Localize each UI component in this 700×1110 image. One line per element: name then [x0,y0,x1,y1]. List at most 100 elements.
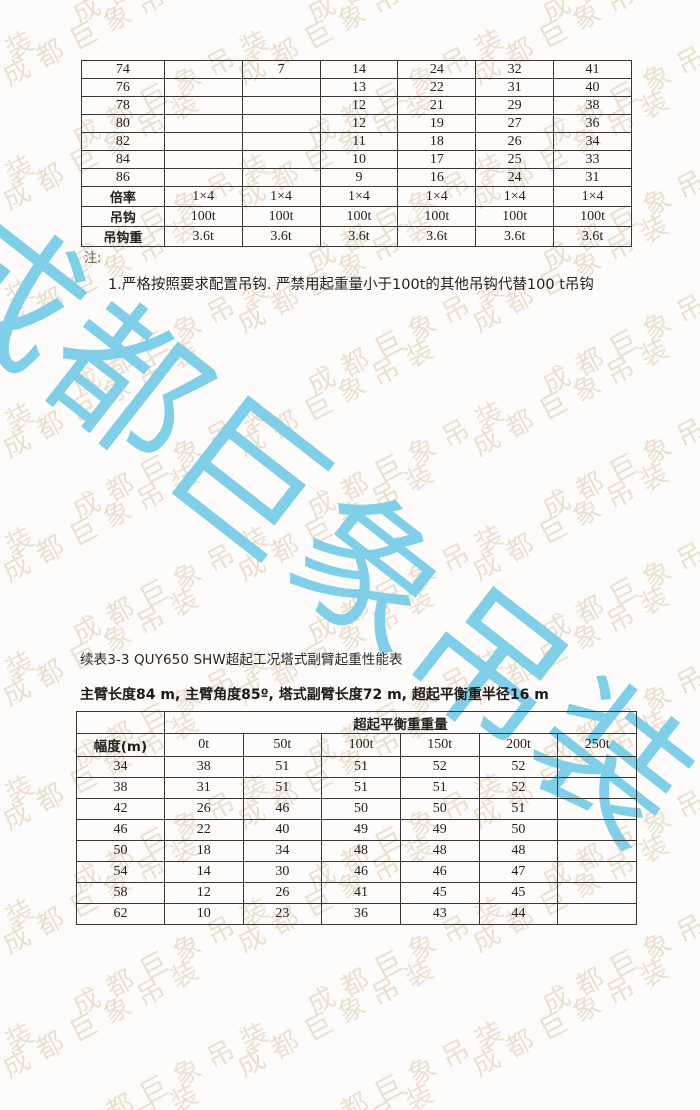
table-row: 84 10 17 25 33 [81,150,632,169]
superlift-radius-cell: 42 [76,798,165,820]
hook-cell: 1×4 [475,186,555,207]
superlift-capacity-cell: 50 [321,798,401,820]
hook-cell: 40 [553,78,632,97]
superlift-capacity-cell: 49 [321,819,401,841]
hook-cell: 9 [319,168,399,187]
superlift-load-table: 超起平衡重重量 幅度(m) 0t 50t 100t 150t 200t 250t 34 38… [76,711,638,925]
table-row: 吊钩 100t 100t 100t 100t 100t 100t [81,206,632,227]
superlift-capacity-cell: 30 [242,861,323,883]
hook-row-length: 78 [81,96,165,115]
superlift-capacity-cell: 18 [163,840,244,862]
superlift-capacity-cell: 41 [321,882,401,904]
hook-cell: 12 [319,96,399,115]
hook-cell: 12 [319,114,399,133]
superlift-empty-cell [557,756,637,778]
table-row: 76 13 22 31 40 [81,78,632,97]
table-row: 吊钩重 3.6t 3.6t 3.6t 3.6t 3.6t 3.6t [81,226,632,247]
hook-row-length: 84 [81,150,165,169]
note-item-1: 1.严格按照要求配置吊钩. 严禁用起重量小于100t的其他吊钩代替100 t吊钩 [108,277,594,293]
hook-cell: 31 [553,168,632,187]
superlift-capacity-cell: 48 [478,840,559,862]
hook-row-length: 80 [81,114,165,133]
hook-cell: 19 [397,114,477,133]
hook-cell: 41 [553,60,632,79]
table-row: 34 38 51 51 52 52 [76,756,637,778]
table-row: 82 11 18 26 34 [81,132,632,151]
superlift-capacity-cell: 51 [321,756,401,778]
superlift-capacity-cell: 49 [399,819,480,841]
table-row: 86 9 16 24 31 [81,168,632,187]
superlift-capacity-cell: 46 [321,861,401,883]
hook-cell: 21 [397,96,477,115]
hook-cell: 100t [241,206,321,227]
superlift-weight-header: 150t [399,733,480,757]
table-row: 42 26 46 50 50 51 [76,798,637,820]
superlift-capacity-cell: 38 [163,756,244,778]
superlift-capacity-cell: 46 [399,861,480,883]
table-row: 54 14 30 46 46 47 [76,861,637,883]
hook-cell: 100t [319,206,399,227]
table-row: 50 18 34 48 48 48 [76,840,637,862]
superlift-capacity-cell: 48 [399,840,480,862]
hook-cell: 27 [475,114,555,133]
hook-cell [241,150,321,169]
superlift-capacity-cell: 43 [399,903,480,925]
table-row: 38 31 51 51 51 52 [76,777,637,799]
hook-row-label: 吊钩重 [81,226,165,247]
superlift-capacity-cell: 51 [321,777,401,799]
hook-cell: 24 [475,168,555,187]
table-row: 46 22 40 49 49 50 [76,819,637,841]
hook-cell [241,96,321,115]
hook-cell: 13 [319,78,399,97]
superlift-radius-cell: 54 [76,861,165,883]
superlift-group-header-row: 超起平衡重重量 [76,711,638,734]
superlift-capacity-cell: 14 [163,861,244,883]
table-row: 80 12 19 27 36 [81,114,632,133]
hook-cell [163,96,243,115]
hook-row-label: 吊钩 [81,206,165,227]
superlift-capacity-cell: 26 [163,798,244,820]
hook-cell: 100t [163,206,243,227]
hook-cell: 32 [475,60,555,79]
superlift-capacity-cell: 51 [478,798,559,820]
hook-cell: 10 [319,150,399,169]
superlift-capacity-cell: 31 [163,777,244,799]
hook-row-length: 86 [81,168,165,187]
hook-cell: 14 [319,60,399,79]
superlift-capacity-cell: 44 [478,903,559,925]
superlift-capacity-cell: 45 [478,882,559,904]
hook-cell: 25 [475,150,555,169]
superlift-capacity-cell: 48 [321,840,401,862]
superlift-radius-cell: 46 [76,819,165,841]
hook-cell [241,114,321,133]
hook-cell [241,168,321,187]
superlift-capacity-cell: 45 [399,882,480,904]
hook-cell: 3.6t [397,226,477,247]
hook-row-label: 倍率 [81,186,165,207]
hook-cell: 29 [475,96,555,115]
hook-cell: 22 [397,78,477,97]
hook-cell: 100t [475,206,555,227]
hook-cell: 1×4 [319,186,399,207]
hook-cell: 16 [397,168,477,187]
superlift-capacity-cell: 50 [399,798,480,820]
hook-cell: 100t [553,206,632,227]
superlift-weight-header: 200t [478,733,559,757]
superlift-empty-cell [557,819,637,841]
superlift-capacity-cell: 34 [242,840,323,862]
hook-cell [163,60,243,79]
hook-cell [163,114,243,133]
superlift-table-body: 34 38 51 51 52 52 38 31 51 51 51 52 42 26 46 50 50 51 46 22… [76,756,637,925]
table-super-caption: 续表3-3 QUY650 SHW超起工况塔式副臂起重性能表 [80,652,403,668]
superlift-capacity-cell: 10 [163,903,244,925]
table-row: 倍率 1×4 1×4 1×4 1×4 1×4 1×4 [81,186,632,207]
superlift-capacity-cell: 23 [242,903,323,925]
superlift-empty-cell [557,882,637,904]
hook-row-length: 82 [81,132,165,151]
superlift-corner-cell [76,711,165,734]
hook-cell [163,78,243,97]
hook-cell: 18 [397,132,477,151]
superlift-radius-cell: 62 [76,903,165,925]
superlift-empty-cell [557,798,637,820]
hook-cell: 1×4 [163,186,243,207]
